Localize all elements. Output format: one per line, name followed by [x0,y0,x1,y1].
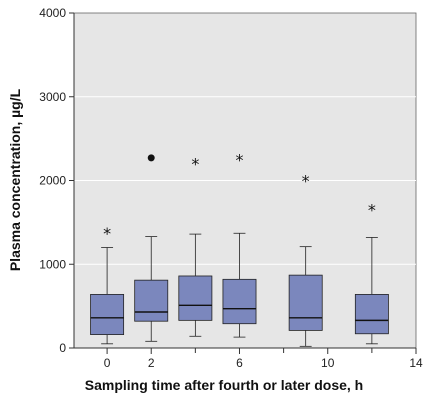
x-tick-label: 14 [409,356,423,370]
gridlines [74,96,416,265]
y-tick-label: 1000 [39,257,66,271]
y-axis-title: Plasma concentration, µg/L [7,88,23,271]
box [90,293,125,335]
box [222,278,257,325]
x-axis-title: Sampling time after fourth or later dose… [85,377,363,393]
outlier-star: * [368,201,376,220]
box [288,274,323,331]
outliers: * * * * * [103,150,376,243]
y-tick-label: 2000 [39,174,66,188]
y-tick-label: 3000 [39,90,66,104]
y-axis-ticks: 0 1000 2000 3000 4000 [39,6,74,355]
box [178,275,213,321]
box [134,279,169,322]
box [354,293,389,335]
outlier-star: * [191,155,199,174]
x-axis-ticks: 0 2 6 10 14 [104,348,423,370]
outlier-point [147,154,155,162]
boxes [90,274,389,335]
x-tick-label: 6 [236,356,243,370]
x-tick-label: 0 [104,356,111,370]
outlier-star: * [103,224,111,243]
whiskers [101,232,378,347]
x-tick-label: 10 [321,356,335,370]
x-tick-label: 2 [148,356,155,370]
outlier-star: * [235,150,243,169]
outlier-star: * [302,171,310,190]
y-tick-label: 0 [59,341,66,355]
y-tick-label: 4000 [39,6,66,20]
